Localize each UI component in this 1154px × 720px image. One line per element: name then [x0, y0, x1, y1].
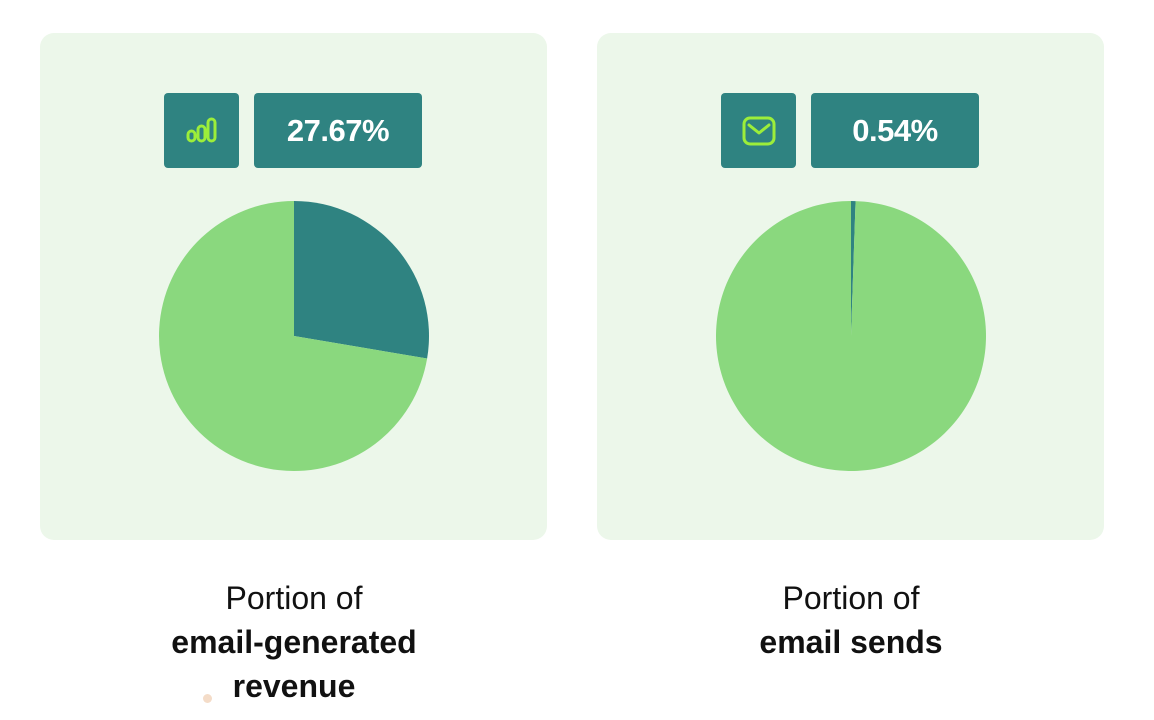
revenue-value-badge: 27.67%	[254, 93, 422, 168]
envelope-icon	[742, 116, 775, 145]
revenue-pie-chart	[159, 201, 429, 471]
sends-caption-bold: email sends	[759, 624, 943, 660]
revenue-caption-light: Portion of	[225, 580, 363, 616]
pie-slice-highlight	[294, 201, 429, 359]
pie-slice-rest	[159, 201, 428, 471]
revenue-caption-bold: email-generated revenue	[171, 624, 417, 704]
sends-pie-chart	[716, 201, 986, 471]
sends-caption-light: Portion of	[782, 580, 920, 616]
bar-chart-icon	[186, 117, 216, 142]
pie-slice-rest	[716, 201, 986, 471]
revenue-card: 27.67%	[40, 33, 547, 540]
sends-caption: Portion of email sends	[651, 576, 1051, 664]
pie-slice-highlight	[851, 201, 856, 336]
sends-card: 0.54%	[597, 33, 1104, 540]
revenue-caption: Portion of email-generated revenue	[94, 576, 494, 708]
sends-value-badge: 0.54%	[811, 93, 979, 168]
revenue-icon-badge	[164, 93, 239, 168]
sends-icon-badge	[721, 93, 796, 168]
decorative-dot	[203, 694, 212, 703]
